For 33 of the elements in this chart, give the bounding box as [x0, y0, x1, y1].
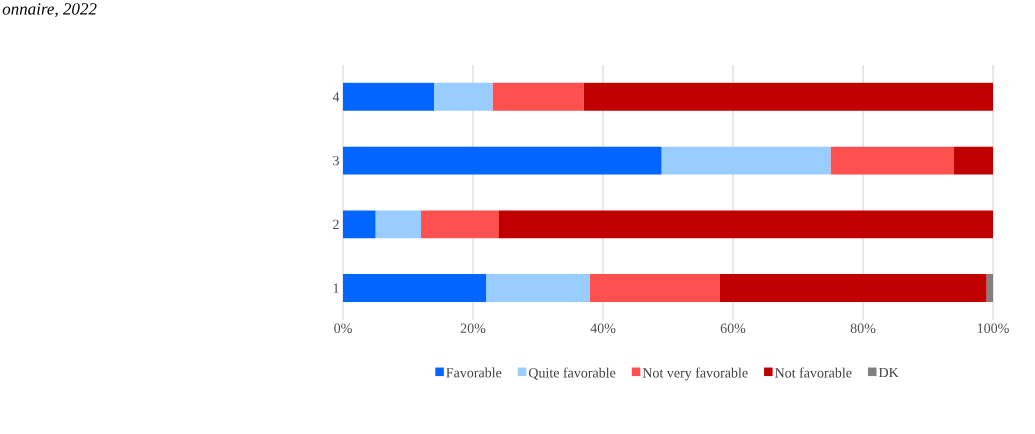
bar: [421, 210, 500, 239]
y-tick-label: 3: [333, 155, 339, 166]
legend-label: Favorable: [446, 367, 502, 378]
bar: [343, 274, 487, 303]
bar: [343, 210, 376, 239]
bar: [583, 82, 994, 111]
x-tick-label: 20%: [460, 323, 486, 334]
bar: [590, 274, 721, 303]
bar: [954, 146, 994, 175]
legend-label: Not very favorable: [642, 367, 748, 381]
bar: [986, 274, 994, 303]
x-tick-label: 0%: [334, 323, 352, 334]
bar: [375, 210, 422, 239]
x-tick-label: 60%: [720, 323, 746, 334]
bar: [830, 146, 955, 175]
legend-label: DK: [878, 367, 899, 378]
x-tick-label: 80%: [850, 323, 876, 334]
bar: [661, 146, 831, 175]
bar: [434, 82, 493, 111]
legend-label: Not favorable: [775, 367, 852, 378]
bar: [343, 146, 662, 175]
y-tick-label: 1: [333, 283, 339, 293]
x-tick-label: 100%: [977, 323, 1009, 334]
bar: [499, 210, 994, 239]
y-tick-label: 2: [333, 219, 339, 230]
bar: [492, 82, 584, 111]
legend-label: Quite favorable: [528, 367, 616, 380]
x-tick-label: 40%: [590, 323, 616, 334]
text: onnaire, 2022: [2, 3, 97, 18]
bar: [720, 274, 987, 303]
y-tick-label: 4: [332, 92, 340, 102]
bar: [343, 82, 435, 111]
bar: [486, 274, 591, 303]
